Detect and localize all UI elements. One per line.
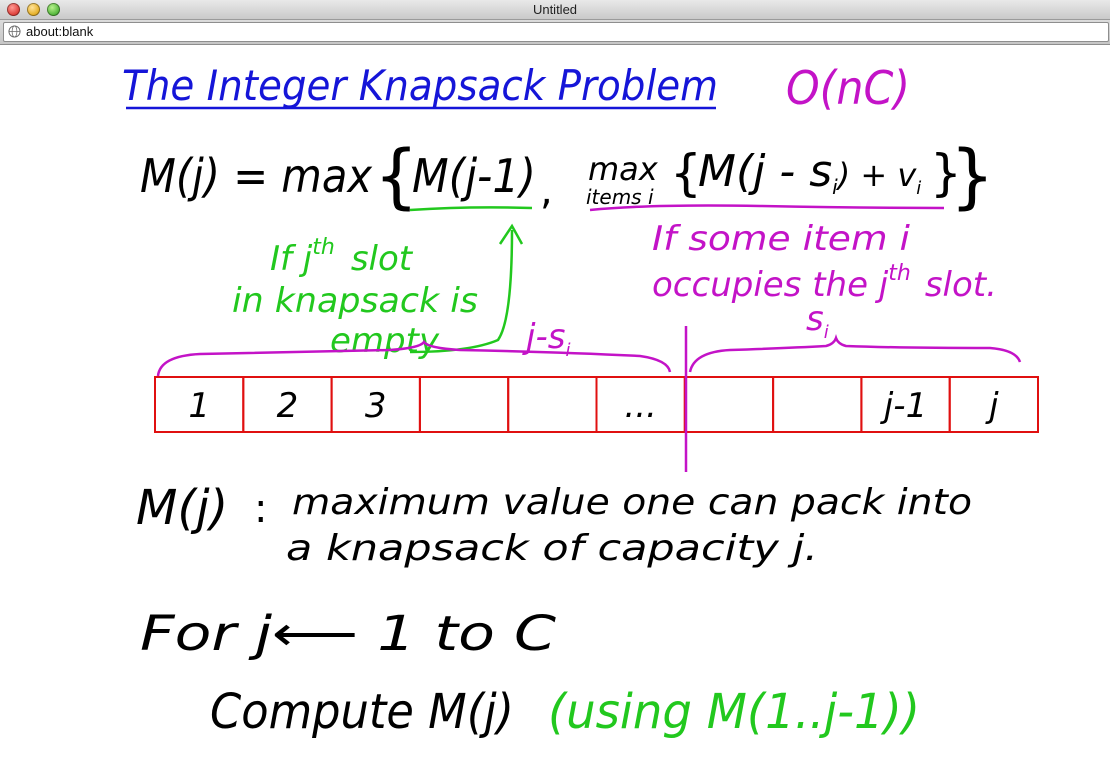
slot-label: ... (624, 386, 656, 426)
left-brace-label: j-si (522, 317, 570, 361)
recurrence-lhs: M(j) = max (140, 149, 373, 203)
slot-label: 2 (277, 386, 299, 426)
loop-line1: For j⟵ 1 to C (140, 606, 557, 662)
magenta-annotation: If some item i occupies the jth slot. (652, 219, 997, 305)
knapsack-slots-row: 1 2 3... j-1 j (154, 376, 1040, 433)
inner-max: max (588, 150, 659, 188)
term2-sub: i (832, 175, 838, 199)
right-brace (688, 334, 1022, 373)
green-underline-term1 (409, 206, 533, 212)
address-field[interactable]: about:blank (3, 22, 1109, 42)
recurrence-comma: , (540, 168, 553, 214)
window-title: Untitled (532, 2, 578, 17)
outer-brace-close: } (950, 135, 995, 217)
magenta-note-line1: If some item i (652, 219, 911, 259)
left-brace-label-sub: i (565, 340, 570, 361)
outer-brace-open: { (374, 135, 419, 217)
green-annotation: If jth slot in knapsack is empty (232, 223, 524, 361)
term2-tail: ) + v (836, 156, 918, 194)
slot-box (507, 376, 598, 433)
right-brace-label: si (806, 299, 829, 343)
term-m-j-minus-1: M(j-1) (412, 149, 536, 203)
page-title: The Integer Knapsack Problem (122, 61, 718, 110)
green-note-line3: empty (330, 321, 440, 361)
close-window-button[interactable] (7, 3, 20, 16)
definition-colon: : (254, 486, 267, 532)
slot-label: 1 (188, 386, 210, 426)
green-note-line2: in knapsack is (232, 281, 478, 321)
loop-line2-using: (using M(1..j-1)) (548, 684, 920, 740)
slot-label: j (985, 386, 999, 426)
term2-main: M(j - s (698, 146, 832, 197)
zoom-window-button[interactable] (47, 3, 60, 16)
term2-tail-sub: i (916, 178, 921, 199)
green-note-line1-a: If j (270, 239, 313, 279)
slot-label: 3 (365, 386, 387, 426)
magenta-note-line2: occupies the jth slot. (652, 261, 997, 305)
loop-line2-compute: Compute M(j) (210, 684, 514, 740)
magenta-note-line2-a: occupies the j (652, 265, 889, 305)
magenta-underline-term2 (589, 204, 945, 212)
url-text: about:blank (26, 24, 94, 39)
left-brace-label-main: j-s (522, 317, 565, 357)
slot-box (948, 376, 1040, 433)
minimize-window-button[interactable] (27, 3, 40, 16)
slot-box (418, 376, 510, 433)
definition-line2: a knapsack of capacity j. (286, 528, 818, 569)
green-note-line1-b: slot (351, 239, 414, 279)
items-i-subscript: items i (586, 185, 654, 209)
complexity-label: O(nC) (786, 61, 910, 115)
definition-line1: maximum value one can pack into (292, 482, 972, 523)
green-note-line1-sup: th (312, 235, 335, 260)
right-brace-label-sub: i (824, 322, 829, 343)
slot-box (683, 376, 775, 433)
definition-symbol: M(j) (136, 480, 228, 536)
green-arrow (409, 229, 514, 354)
slot-box (772, 376, 863, 433)
inner-brace-open: { (670, 144, 702, 202)
address-bar: about:blank (0, 20, 1110, 45)
green-note-line1: If jth slot (270, 235, 414, 279)
slot-label: j-1 (880, 386, 927, 426)
window-titlebar: Untitled (0, 0, 1110, 20)
right-brace-label-main: s (806, 299, 824, 339)
globe-icon (8, 25, 21, 38)
magenta-note-line2-sup: th (888, 261, 911, 286)
green-arrow-head (498, 223, 524, 245)
left-brace (156, 339, 672, 377)
term-m-j-minus-s: M(j - si) + vi (698, 146, 921, 199)
inner-brace-close: } (930, 144, 962, 202)
magenta-note-line2-b: slot. (925, 265, 997, 305)
whiteboard-canvas: The Integer Knapsack Problem O(nC) M(j) … (122, 61, 1040, 740)
